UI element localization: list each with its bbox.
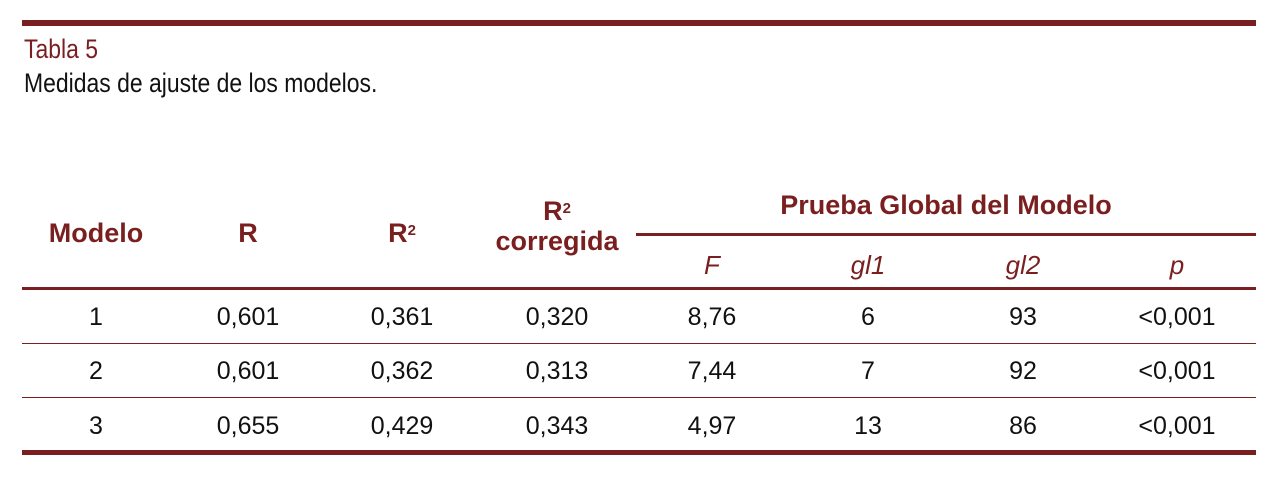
table-cell: 13 bbox=[854, 412, 882, 440]
table-cell: 0,313 bbox=[525, 357, 589, 385]
header-r2-sup: 2 bbox=[407, 222, 416, 239]
header-r2c-sup: 2 bbox=[562, 200, 571, 217]
table-title: Medidas de ajuste de los modelos. bbox=[24, 68, 378, 98]
table-cell: 0,320 bbox=[525, 303, 589, 331]
table-cell: <0,001 bbox=[1138, 357, 1216, 385]
table-cell: <0,001 bbox=[1138, 303, 1216, 331]
table-cell: 1 bbox=[89, 303, 103, 331]
table-cell: 0,429 bbox=[370, 412, 434, 440]
table-cell: 0,361 bbox=[370, 303, 434, 331]
header-sub-1: gl1 bbox=[850, 250, 886, 280]
header-r2c-base: R bbox=[543, 196, 563, 226]
table-cell: 2 bbox=[89, 357, 103, 385]
table-cell: 0,362 bbox=[370, 357, 434, 385]
row-divider bbox=[22, 343, 1256, 344]
table-cell: <0,001 bbox=[1138, 412, 1216, 440]
header-modelo: Modelo bbox=[48, 218, 144, 248]
header-r: R bbox=[238, 218, 258, 248]
header-group-prueba-global: Prueba Global del Modelo bbox=[780, 190, 1112, 220]
table-cell: 86 bbox=[1009, 412, 1037, 440]
table-cell: 6 bbox=[861, 303, 875, 331]
header-sub-0: F bbox=[704, 250, 720, 280]
table-cell: 93 bbox=[1009, 303, 1037, 331]
row-divider bbox=[22, 397, 1256, 398]
table-label: Tabla 5 bbox=[24, 34, 99, 64]
header-r2-base: R bbox=[388, 218, 408, 248]
table-cell: 7 bbox=[861, 357, 875, 385]
bottom-rule bbox=[22, 450, 1256, 455]
header-rule bbox=[22, 287, 1256, 290]
table-cell: 8,76 bbox=[687, 303, 737, 331]
header-sub-2: gl2 bbox=[1005, 250, 1041, 280]
header-r2c-word: corregida bbox=[495, 226, 619, 256]
group-rule bbox=[636, 233, 1256, 236]
table-cell: 3 bbox=[89, 412, 103, 440]
table-cell: 92 bbox=[1009, 357, 1037, 385]
table-cell: 0,601 bbox=[216, 357, 280, 385]
header-r2-corregida: R2 corregida bbox=[495, 196, 618, 256]
table-cell: 0,343 bbox=[525, 412, 589, 440]
table-cell: 4,97 bbox=[687, 412, 737, 440]
header-r2c-symbol: R2 bbox=[495, 196, 618, 226]
header-r2: R2 bbox=[388, 218, 416, 248]
table-cell: 7,44 bbox=[687, 357, 737, 385]
header-sub-3: p bbox=[1169, 250, 1185, 280]
table-cell: 0,655 bbox=[216, 412, 280, 440]
top-rule bbox=[22, 20, 1256, 26]
table-cell: 0,601 bbox=[216, 303, 280, 331]
